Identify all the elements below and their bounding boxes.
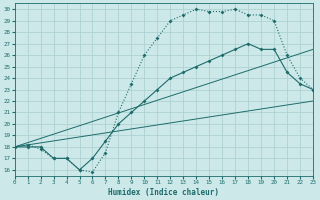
X-axis label: Humidex (Indice chaleur): Humidex (Indice chaleur)	[108, 188, 219, 197]
